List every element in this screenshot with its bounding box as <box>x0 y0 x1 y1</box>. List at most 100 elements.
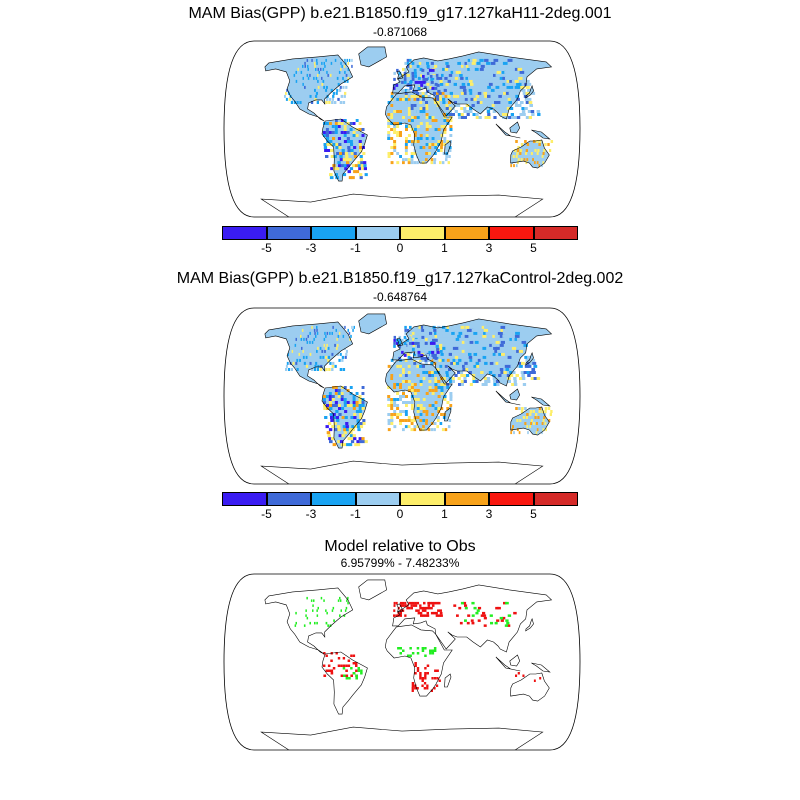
panel1-antarctica-coastline <box>260 193 544 217</box>
panel2-uk-coastline <box>396 337 404 347</box>
panel2-north-america-land <box>264 321 353 388</box>
panel1-data-layer <box>224 41 580 217</box>
panel1-colorbar-tick-label: 1 <box>441 241 448 255</box>
panel1-colorbar-color-swatch <box>311 226 356 240</box>
panel3-borneo-coastline <box>509 654 521 667</box>
panel3-eurasia-coastline <box>392 584 553 653</box>
panel2-colorbar-tick-label: 1 <box>441 507 448 521</box>
panel1-colorbar-color-swatch <box>222 226 267 240</box>
panel1-colorbar-tick-label: -5 <box>261 241 272 255</box>
panel2-borneo-land <box>509 389 520 400</box>
panel2-north-america-coastline <box>264 321 354 389</box>
panel3-eurasia-land <box>392 584 552 652</box>
panel1-colorbar-tick-label: 3 <box>485 241 493 255</box>
panel2-colorbar-color-swatch <box>489 492 534 506</box>
panel1-borneo-coastline <box>509 121 521 134</box>
panel1-australia-coastline <box>510 139 550 169</box>
panel1-colorbar-tick-label: 0 <box>396 241 404 255</box>
panel1-map-frame <box>223 40 581 218</box>
panel2-subtitle: -0.648764 <box>372 290 428 304</box>
panel2-eurasia-coastline <box>392 318 553 387</box>
panel1-greenland-coastline <box>358 46 387 68</box>
panel1-new-guinea-coastline <box>531 129 551 140</box>
panel1-colorbar-tick-label: -1 <box>350 241 361 255</box>
panel1-eurasia-coastline <box>392 51 553 120</box>
panel1-south-america-coastline <box>321 118 368 182</box>
panel3-new-guinea-land <box>531 663 550 672</box>
panel3-antarctica-coastline <box>260 726 544 750</box>
panel2-colorbar-tick-label: 3 <box>485 507 493 521</box>
panel1-colorbar-tick-label: 5 <box>530 241 537 255</box>
panel1-japan-coastline <box>525 85 534 99</box>
panel1-greenland-land <box>358 46 387 67</box>
panel2-australia-coastline <box>510 406 550 436</box>
panel1-new-guinea-land <box>531 130 550 139</box>
panel2-title: MAM Bias(GPP) b.e21.B1850.f19_g17.127kaC… <box>176 270 624 287</box>
panel2-new-guinea-coastline <box>531 396 551 407</box>
panel1-colorbar-color-swatch <box>355 226 400 240</box>
panel2-colorbar-tick-label: 0 <box>396 507 404 521</box>
panel1-madagascar-coastline <box>444 140 452 155</box>
panel1-colorbar-tick-label: -3 <box>305 241 317 255</box>
panel1-colorbar-color-swatch <box>533 226 578 240</box>
panel1-title: MAM Bias(GPP) b.e21.B1850.f19_g17.127kaH… <box>188 5 612 22</box>
panel3-indonesia-coastline <box>495 656 521 672</box>
panel3-subtitle: 6.95799% - 7.48233% <box>340 556 460 570</box>
panel3-japan-coastline <box>525 618 534 632</box>
panel3-north-america-coastline <box>264 587 354 655</box>
panel2-new-guinea-land <box>531 397 550 406</box>
panel3-greenland-land <box>358 579 387 600</box>
panel2-south-america-coastline <box>321 385 368 449</box>
panel1-colorbar-color-swatch <box>489 226 534 240</box>
panel2-borneo-coastline <box>509 388 521 401</box>
panel3-north-america-land <box>264 587 353 654</box>
panel1-colorbar: -5 -3 -1 0 1 3 5 <box>222 226 578 255</box>
panel1-north-america-land <box>264 54 353 121</box>
panel1-colorbar-color-swatch <box>266 226 311 240</box>
panel3-africa-coastline <box>384 624 453 697</box>
panel2-colorbar-tick-label: -5 <box>261 507 272 521</box>
panel2-colorbar-color-swatch <box>311 492 356 506</box>
panel1-colorbar-color-swatch <box>444 226 489 240</box>
panel1-colorbar-color-swatch <box>400 226 445 240</box>
panel3-south-america-coastline <box>321 651 368 715</box>
panel2-africa-coastline <box>384 358 453 431</box>
panel3-uk-coastline <box>396 603 404 613</box>
panel2-antarctica-coastline <box>260 460 544 484</box>
panel2-colorbar-color-swatch <box>222 492 267 506</box>
panel1-bias-map <box>223 40 581 218</box>
panel1-borneo-land <box>509 122 520 133</box>
panel2-colorbar-color-swatch <box>400 492 445 506</box>
panel1-subtitle: -0.871068 <box>372 25 428 39</box>
panel3-new-guinea-coastline <box>531 662 551 673</box>
panel2-colorbar-tick-label: 5 <box>530 507 537 521</box>
panel3-greenland-coastline <box>358 579 387 601</box>
panel3-borneo-land <box>509 655 520 666</box>
panel3-map-frame <box>223 573 581 751</box>
panel1-north-america-coastline <box>264 54 354 122</box>
panel2-colorbar-tick-label: -1 <box>350 507 361 521</box>
panel2-colorbar-color-swatch <box>355 492 400 506</box>
panel3-madagascar-coastline <box>444 673 452 688</box>
panel3-title: Model relative to Obs <box>324 538 476 555</box>
panel2-colorbar-color-swatch <box>266 492 311 506</box>
panel2-colorbar-tick-label: -3 <box>305 507 317 521</box>
panel3-australia-land <box>510 673 550 702</box>
panel3-data-layer <box>224 574 580 750</box>
panel2-colorbar: -5 -3 -1 0 1 3 5 <box>222 492 578 521</box>
panel1-australia-land <box>510 140 550 169</box>
panel2-bias-map <box>223 307 581 485</box>
panel2-data-layer <box>224 308 580 484</box>
panel2-map-frame <box>223 307 581 485</box>
panel1-africa-coastline <box>384 91 453 164</box>
panel2-japan-coastline <box>525 352 534 366</box>
panel3-significance-map <box>223 573 581 751</box>
panel3-australia-coastline <box>510 672 550 702</box>
panel2-australia-land <box>510 407 550 436</box>
panel2-greenland-coastline <box>358 313 387 335</box>
panel2-colorbar-color-swatch <box>444 492 489 506</box>
panel1-uk-coastline <box>396 70 404 80</box>
panel2-colorbar-color-swatch <box>533 492 578 506</box>
panel1-indonesia-coastline <box>495 123 521 139</box>
panel2-madagascar-coastline <box>444 407 452 422</box>
